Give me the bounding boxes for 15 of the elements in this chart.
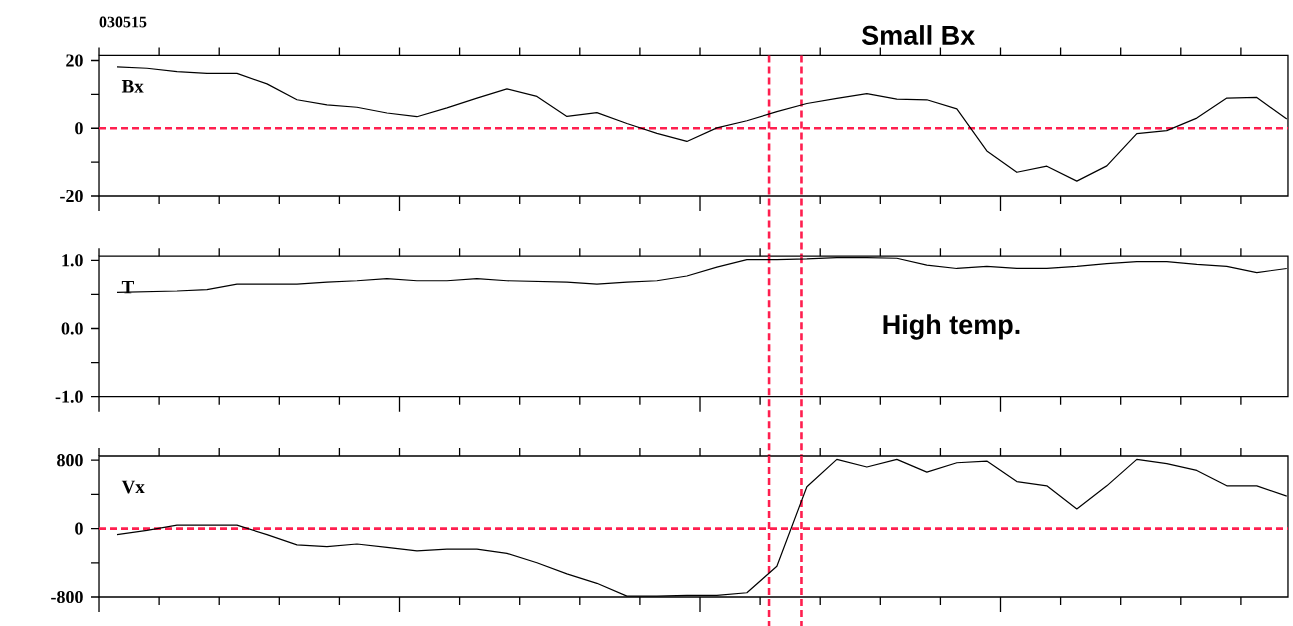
legend-label: Bx xyxy=(121,80,144,93)
y-tick-label: -20 xyxy=(60,189,83,203)
y-tick-label: -800 xyxy=(51,590,83,604)
y-tick-label: 0 xyxy=(75,122,83,135)
y-tick-label: 800 xyxy=(57,454,83,467)
legend-label: T xyxy=(121,280,134,294)
annotation: High temp. xyxy=(883,314,1020,340)
text: Small Bx xyxy=(861,25,975,45)
y-tick-label: 1.0 xyxy=(62,254,83,267)
legend-label: Vx xyxy=(121,480,145,494)
y-tick-label: -1.0 xyxy=(55,390,83,403)
y-tick-label: 0.0 xyxy=(61,322,83,335)
chart-title: 030515 xyxy=(99,16,147,28)
y-tick-label: 0 xyxy=(75,522,83,535)
y-tick-label: 20 xyxy=(66,54,83,67)
